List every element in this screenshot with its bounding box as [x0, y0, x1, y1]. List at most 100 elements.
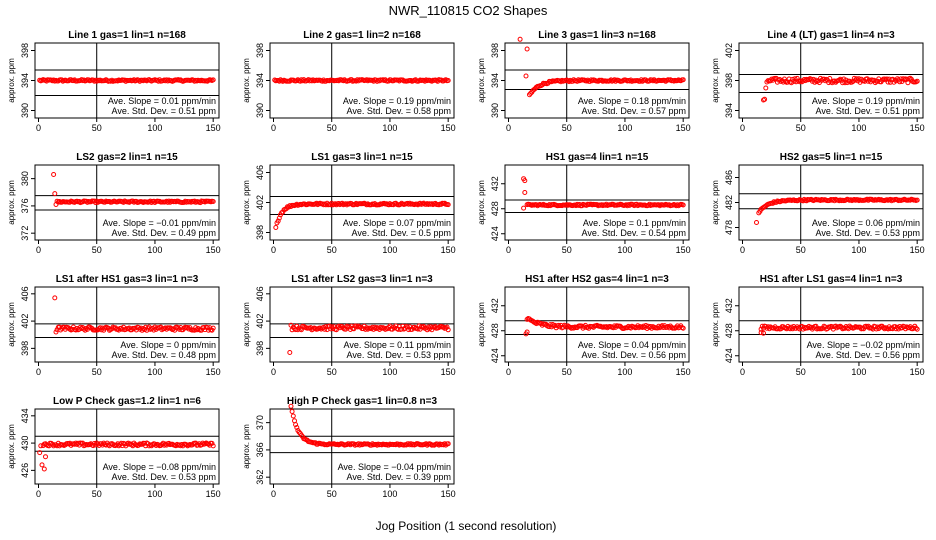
- data-point: [901, 77, 907, 83]
- slope-annotation: Ave. Slope = 0.19 ppm/min: [343, 96, 451, 106]
- x-tick-label: 100: [617, 367, 632, 377]
- y-tick-label: 406: [255, 165, 265, 180]
- y-tick-label: 370: [255, 415, 265, 430]
- y-tick-label: 366: [255, 442, 265, 457]
- y-tick-label: 380: [20, 171, 30, 186]
- data-point: [754, 220, 759, 225]
- x-tick-label: 50: [92, 367, 102, 377]
- data-point: [517, 36, 523, 42]
- x-tick-label: 0: [36, 245, 41, 255]
- data-point: [289, 409, 295, 414]
- panel-14: High P Check gas=1 lin=0.8 n=3 0 50 100 150 3…: [242, 396, 456, 499]
- data-point: [326, 323, 332, 329]
- y-tick-label: 398: [255, 43, 265, 58]
- x-tick-label: 150: [676, 123, 691, 133]
- y-tick-label: 426: [20, 463, 30, 478]
- plot-frame: [269, 408, 455, 485]
- panel-title: LS1 after LS2 gas=3 lin=1 n=3: [291, 274, 433, 285]
- x-tick-label: 150: [910, 245, 925, 255]
- data-point: [43, 454, 48, 460]
- y-tick-label: 394: [20, 73, 30, 88]
- y-tick-label: 424: [724, 348, 734, 363]
- y-tick-label: 434: [20, 408, 30, 423]
- x-tick-label: 50: [327, 489, 337, 499]
- stddev-annotation: Ave. Std. Dev. = 0.49 ppm: [112, 228, 216, 238]
- x-tick-label: 0: [36, 123, 41, 133]
- x-tick-label: 50: [796, 245, 806, 255]
- x-tick-label: 150: [206, 123, 221, 133]
- panel-12: HS1 after LS1 gas=4 lin=1 n=3 0 50 100 150 42…: [711, 274, 925, 377]
- y-tick-label: 394: [724, 103, 734, 118]
- data-point: [523, 73, 529, 79]
- y-axis-label: approx. ppm: [7, 58, 16, 103]
- data-point: [41, 466, 47, 472]
- data-point: [293, 422, 299, 428]
- data-point: [209, 440, 215, 446]
- x-tick-label: 150: [676, 245, 691, 255]
- slope-annotation: Ave. Slope = 0.18 ppm/min: [578, 96, 686, 106]
- panel-title: Line 4 (LT) gas=1 lin=4 n=3: [767, 30, 895, 41]
- data-point: [645, 323, 651, 329]
- slope-annotation: Ave. Slope = 0.04 ppm/min: [578, 340, 686, 350]
- x-tick-label: 50: [327, 123, 337, 133]
- stddev-annotation: Ave. Std. Dev. = 0.39 ppm: [347, 472, 451, 482]
- y-axis-label: approx. ppm: [477, 58, 486, 103]
- y-tick-label: 402: [255, 314, 265, 329]
- y-tick-label: 402: [724, 43, 734, 58]
- data-point: [445, 202, 451, 208]
- y-tick-label: 406: [255, 286, 265, 301]
- y-axis-label: approx. ppm: [477, 302, 486, 347]
- panel-title: Line 3 gas=1 lin=3 n=168: [538, 30, 656, 41]
- stddev-annotation: Ave. Std. Dev. = 0.53 ppm: [347, 350, 451, 360]
- y-tick-label: 424: [490, 226, 500, 241]
- x-tick-label: 50: [562, 245, 572, 255]
- x-tick-label: 0: [271, 123, 276, 133]
- data-point: [850, 78, 856, 84]
- slope-annotation: Ave. Slope = 0.1 ppm/min: [583, 218, 686, 228]
- x-tick-label: 100: [147, 123, 162, 133]
- y-tick-label: 390: [490, 103, 500, 118]
- y-tick-label: 402: [20, 314, 30, 329]
- data-point: [602, 202, 608, 208]
- data-point: [781, 76, 787, 82]
- x-tick-label: 150: [206, 245, 221, 255]
- slope-annotation: Ave. Slope = 0.07 ppm/min: [343, 218, 451, 228]
- y-tick-label: 430: [20, 436, 30, 451]
- data-point: [288, 322, 294, 328]
- x-tick-label: 100: [851, 123, 866, 133]
- x-tick-label: 0: [506, 123, 511, 133]
- data-point: [287, 350, 293, 355]
- stddev-annotation: Ave. Std. Dev. = 0.54 ppm: [582, 228, 686, 238]
- panel-title: LS2 gas=2 lin=1 n=15: [76, 152, 178, 163]
- x-tick-label: 50: [796, 123, 806, 133]
- data-point: [404, 324, 410, 330]
- panel-3: Line 3 gas=1 lin=3 n=168 0 50 100 150 390 394 3…: [477, 30, 691, 133]
- data-point: [758, 330, 764, 336]
- data-point: [546, 202, 552, 208]
- x-tick-label: 150: [676, 367, 691, 377]
- plot-frame: [34, 286, 220, 363]
- data-point: [53, 329, 59, 335]
- data-point: [780, 79, 786, 85]
- x-tick-label: 150: [206, 489, 221, 499]
- panel-1: Line 1 gas=1 lin=1 n=168 0 50 100 150 390 394 3…: [7, 30, 221, 133]
- plot-frame: [504, 286, 690, 363]
- x-tick-label: 150: [910, 123, 925, 133]
- panel-title: High P Check gas=1 lin=0.8 n=3: [287, 396, 438, 407]
- panel-4: Line 4 (LT) gas=1 lin=4 n=3 0 50 100 150 394 3…: [711, 30, 925, 133]
- data-point: [836, 77, 842, 83]
- y-tick-label: 398: [724, 73, 734, 88]
- data-point: [522, 178, 528, 184]
- stddev-annotation: Ave. Std. Dev. = 0.51 ppm: [112, 106, 216, 116]
- data-point: [674, 202, 680, 208]
- data-point: [294, 425, 300, 430]
- data-point: [794, 75, 800, 81]
- data-point: [288, 403, 294, 409]
- y-tick-label: 376: [20, 198, 30, 213]
- panel-title: Line 2 gas=1 lin=2 n=168: [303, 30, 421, 41]
- y-tick-label: 398: [255, 225, 265, 240]
- panel-title: HS1 after LS1 gas=4 lin=1 n=3: [760, 274, 903, 285]
- x-tick-label: 0: [36, 367, 41, 377]
- data-point: [522, 190, 528, 195]
- slope-annotation: Ave. Slope = −0.08 ppm/min: [103, 462, 216, 472]
